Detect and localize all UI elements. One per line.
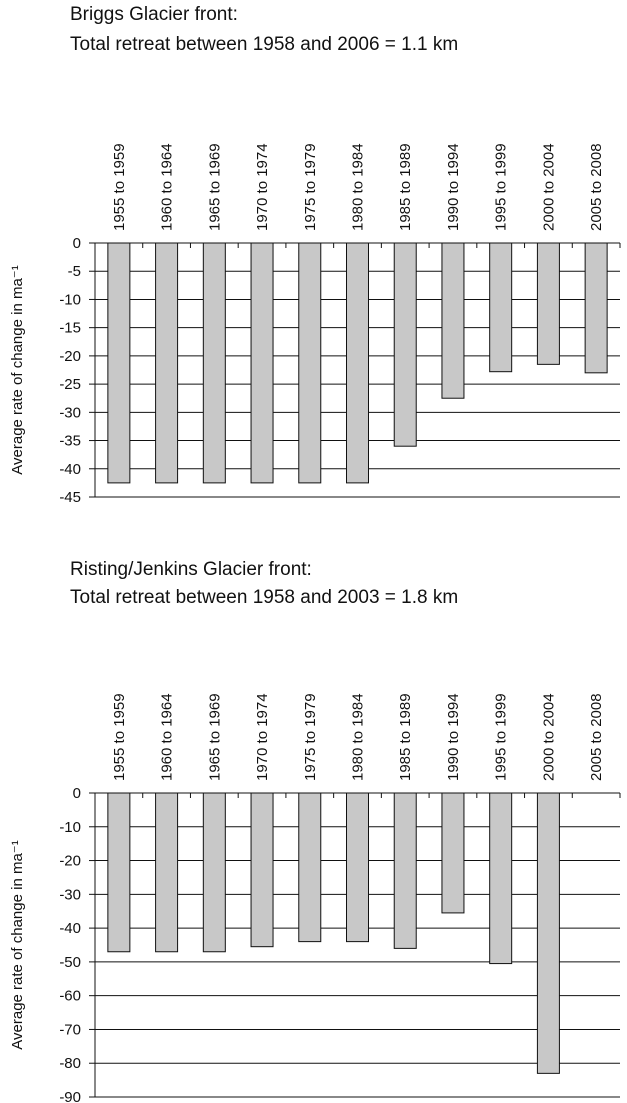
x-tick-label: 2000 to 2004: [540, 143, 557, 231]
x-tick-label: 1980 to 1984: [350, 693, 367, 781]
bar: [250, 242, 274, 484]
bar: [202, 792, 226, 953]
y-tick-label: -60: [59, 988, 81, 1005]
x-tick-label: 1990 to 1994: [445, 143, 462, 231]
y-tick-label: -10: [59, 291, 81, 308]
bar: [107, 792, 131, 953]
x-tick-label: 1965 to 1969: [206, 143, 223, 231]
y-tick-label: -20: [59, 853, 81, 870]
y-tick-label: -50: [59, 954, 81, 971]
y-tick-label: -30: [59, 404, 81, 421]
bar: [202, 242, 226, 484]
chart-title: Risting/Jenkins Glacier front:: [70, 559, 312, 580]
x-tick-label: 1960 to 1964: [159, 693, 176, 781]
x-tick-label: 1995 to 1999: [493, 693, 510, 781]
x-tick-label: 1965 to 1969: [206, 693, 223, 781]
x-tick-label: 1955 to 1959: [111, 143, 128, 231]
bar: [298, 242, 322, 484]
bar: [155, 242, 179, 484]
y-tick-label: 0: [73, 785, 81, 802]
y-axis-label: Average rate of change in ma⁻¹: [9, 840, 26, 1049]
x-tick-label: 1970 to 1974: [254, 693, 271, 781]
x-tick-label: 1990 to 1994: [445, 693, 462, 781]
y-tick-label: -25: [59, 376, 81, 393]
y-tick-label: -70: [59, 1021, 81, 1038]
x-tick-label: 1970 to 1974: [254, 143, 271, 231]
bar: [250, 792, 274, 948]
x-tick-label: 1960 to 1964: [159, 143, 176, 231]
bar: [107, 242, 131, 484]
bar: [155, 792, 179, 953]
y-tick-label: -5: [68, 263, 81, 280]
x-tick-label: 1995 to 1999: [493, 143, 510, 231]
bar: [393, 242, 417, 447]
x-tick-label: 1975 to 1979: [302, 693, 319, 781]
x-tick-label: 1985 to 1989: [397, 693, 414, 781]
y-tick-label: -80: [59, 1055, 81, 1072]
y-tick-label: -30: [59, 886, 81, 903]
chart-subtitle: Total retreat between 1958 and 2006 = 1.…: [70, 34, 458, 55]
bar: [536, 792, 560, 1074]
y-tick-label: -10: [59, 819, 81, 836]
y-tick-label: -20: [59, 348, 81, 365]
y-tick-label: -90: [59, 1089, 81, 1103]
y-tick-label: -15: [59, 320, 81, 337]
y-tick-label: -40: [59, 461, 81, 478]
x-tick-label: 2000 to 2004: [540, 693, 557, 781]
y-tick-label: -35: [59, 433, 81, 450]
y-axis-label: Average rate of change in ma⁻¹: [9, 265, 26, 474]
bar: [536, 242, 560, 365]
y-tick-label: 0: [73, 235, 81, 252]
bar: [489, 242, 513, 373]
x-tick-label: 1975 to 1979: [302, 143, 319, 231]
bar: [393, 792, 417, 949]
x-tick-label: 2005 to 2008: [588, 693, 605, 781]
x-tick-label: 1980 to 1984: [350, 143, 367, 231]
chart-subtitle: Total retreat between 1958 and 2003 = 1.…: [70, 587, 458, 608]
x-tick-label: 1955 to 1959: [111, 693, 128, 781]
x-tick-label: 1985 to 1989: [397, 143, 414, 231]
bar: [298, 792, 322, 943]
chart-title: Briggs Glacier front:: [70, 4, 238, 25]
y-tick-label: -40: [59, 920, 81, 937]
bar: [489, 792, 513, 965]
bar: [441, 792, 465, 914]
bar: [441, 242, 465, 399]
y-tick-label: -45: [59, 489, 81, 506]
bar: [346, 242, 369, 484]
bar: [584, 242, 608, 374]
x-tick-label: 2005 to 2008: [588, 143, 605, 231]
bar: [346, 792, 369, 943]
